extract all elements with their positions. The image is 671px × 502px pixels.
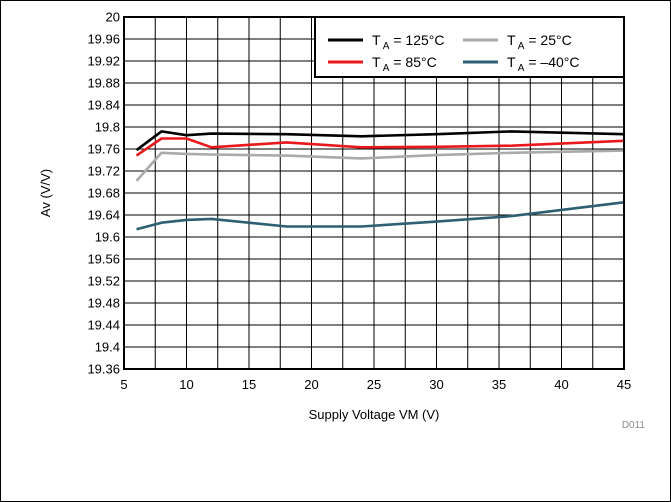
x-tick-label: 20 <box>304 377 318 392</box>
legend-entry-0: T A = 125°C <box>372 32 445 52</box>
y-tick-label: 19.84 <box>87 98 120 113</box>
y-tick-label: 19.76 <box>87 142 120 157</box>
y-tick-label: 19.56 <box>87 252 120 267</box>
y-tick-label: 19.96 <box>87 32 120 47</box>
x-tick-label: 5 <box>120 377 127 392</box>
y-tick-label: 19.64 <box>87 208 120 223</box>
y-tick-label: 19.8 <box>95 120 120 135</box>
y-tick-label: 19.52 <box>87 274 120 289</box>
y-tick-label: 20 <box>106 10 120 25</box>
x-tick-label: 10 <box>179 377 193 392</box>
series-line-2 <box>135 149 625 182</box>
x-tick-label: 35 <box>492 377 506 392</box>
y-axis-title: Av (V/V) <box>38 169 53 217</box>
y-tick-label: 19.36 <box>87 362 120 377</box>
x-tick-label: 30 <box>429 377 443 392</box>
legend-entry-2: T A = 25°C <box>507 32 572 52</box>
y-tick-label: 19.44 <box>87 318 120 333</box>
legend-entry-1: T A = 85°C <box>372 54 437 74</box>
x-tick-label: 40 <box>554 377 568 392</box>
y-tick-label: 19.48 <box>87 296 120 311</box>
series-line-0 <box>135 130 625 152</box>
x-tick-label: 45 <box>617 377 631 392</box>
y-tick-labels: 19.36 19.4 19.44 19.48 19.52 19.56 19.6 19.64 19… <box>87 10 120 377</box>
y-tick-label: 19.88 <box>87 76 120 91</box>
y-tick-label: 19.68 <box>87 186 120 201</box>
legend-box <box>314 16 625 78</box>
x-axis-title: Supply Voltage VM (V) <box>309 407 440 422</box>
series-layer <box>135 130 625 231</box>
figure-id-note: D011 <box>622 420 646 431</box>
legend-entry-3: T A = –40°C <box>507 54 580 74</box>
y-tick-label: 19.6 <box>95 230 120 245</box>
x-tick-label: 25 <box>367 377 381 392</box>
legend: T A = 125°C T A = 25°C T A = 85°C T A = –40… <box>314 16 625 78</box>
y-tick-label: 19.4 <box>95 340 120 355</box>
x-tick-label: 15 <box>242 377 256 392</box>
y-tick-label: 19.92 <box>87 54 120 69</box>
series-line-3 <box>136 201 625 231</box>
y-tick-label: 19.72 <box>87 164 120 179</box>
x-tick-labels: 5 10 15 20 25 30 35 40 45 <box>120 377 631 392</box>
series-line-1 <box>135 137 625 157</box>
